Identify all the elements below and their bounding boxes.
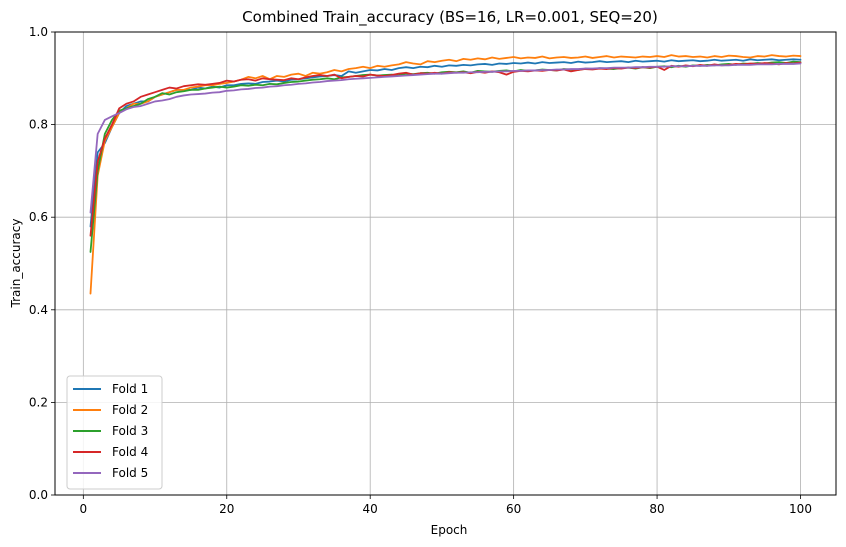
legend-label: Fold 5 xyxy=(112,466,148,480)
y-axis-label: Train_accuracy xyxy=(9,219,23,309)
y-tick-label: 0.4 xyxy=(29,303,48,317)
y-tick-label: 0.6 xyxy=(29,210,48,224)
x-tick-label: 40 xyxy=(363,502,378,516)
series-line-fold-5 xyxy=(89,62,802,214)
x-tick-label: 100 xyxy=(789,502,812,516)
legend: Fold 1 Fold 2 Fold 3 Fold 4 Fold 5 xyxy=(66,375,163,490)
legend-label: Fold 1 xyxy=(112,382,148,396)
plot-background xyxy=(55,32,836,495)
y-axis-ticks: 0.0 0.2 0.4 0.6 0.8 1.0 xyxy=(29,25,55,502)
y-tick-label: 0.8 xyxy=(29,118,48,132)
series-lines xyxy=(89,54,802,295)
x-tick-label: 0 xyxy=(80,502,88,516)
legend-box xyxy=(66,375,163,490)
plot-area xyxy=(54,31,837,496)
chart-title: Combined Train_accuracy (BS=16, LR=0.001… xyxy=(242,8,658,27)
x-axis-ticks: 0 20 40 60 80 100 xyxy=(80,495,812,516)
plot-frame xyxy=(54,31,837,496)
x-tick-label: 20 xyxy=(219,502,234,516)
x-tick-label: 60 xyxy=(506,502,521,516)
y-tick-label: 0.2 xyxy=(29,395,48,409)
y-tick-label: 1.0 xyxy=(29,25,48,39)
legend-label: Fold 2 xyxy=(112,403,148,417)
series-line-fold-2 xyxy=(89,54,802,295)
legend-label: Fold 4 xyxy=(112,445,148,459)
x-tick-label: 80 xyxy=(649,502,664,516)
legend-label: Fold 3 xyxy=(112,424,148,438)
x-axis-label: Epoch xyxy=(431,523,468,537)
y-tick-label: 0.0 xyxy=(29,488,48,502)
